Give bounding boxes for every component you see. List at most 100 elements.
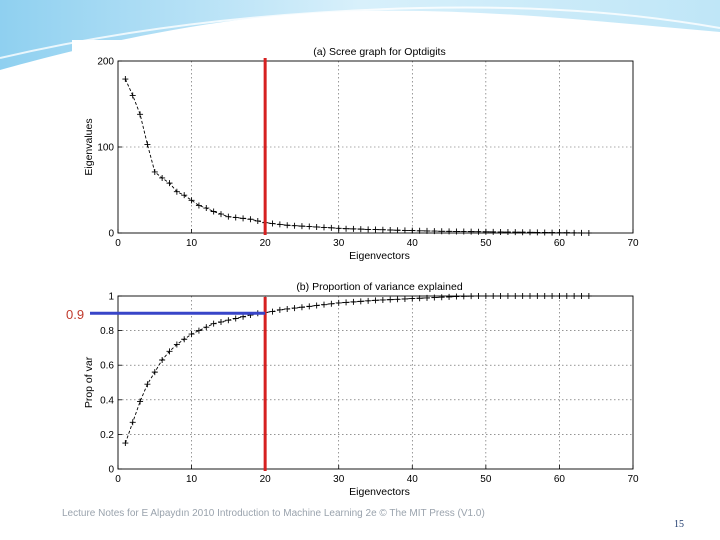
data-point [122,440,129,447]
data-point [446,293,453,300]
y-axis-label: Prop of var [83,356,95,408]
data-point [210,208,217,215]
data-point [129,419,136,426]
data-point [166,180,173,187]
data-point [328,300,335,307]
data-point [497,228,504,235]
footer-credit: Lecture Notes for E Alpaydın 2010 Introd… [62,508,485,519]
data-point [438,294,445,301]
data-point [137,398,144,405]
data-point [556,293,563,299]
data-point [173,188,180,195]
data-point [159,174,166,181]
data-point [468,228,475,235]
data-point [409,227,416,234]
data-point [401,295,408,302]
data-point [556,229,563,236]
x-tick-label: 30 [333,238,345,249]
data-point [166,348,173,355]
data-point [365,297,372,304]
data-point [571,229,578,236]
data-point [468,293,475,300]
data-point [218,318,224,325]
x-tick-label: 0 [115,238,121,249]
data-point [578,229,585,236]
data-point [549,293,556,299]
y-tick-label: 200 [97,57,114,68]
data-point [497,293,504,299]
data-point [240,215,247,222]
x-tick-label: 30 [333,474,345,485]
header-swoosh [0,0,720,70]
data-point [181,336,188,343]
data-point [357,298,364,305]
data-point [335,299,342,306]
chart-title: (a) Scree graph for Optdigits [313,46,445,58]
y-tick-label: 1 [108,292,114,303]
data-point [159,357,166,364]
data-point [306,223,313,230]
page-number: 15 [674,519,684,530]
data-point [306,303,313,310]
x-tick-label: 10 [186,474,198,485]
data-point [475,228,482,235]
data-point [122,76,129,83]
data-point [431,228,438,235]
data-point [195,327,202,334]
x-tick-label: 20 [260,474,272,485]
data-point [210,320,217,327]
data-point [321,301,327,308]
x-axis-label: Eigenvectors [349,250,410,262]
data-point [512,293,519,299]
data-point [313,223,320,230]
data-point [512,229,519,236]
data-point [563,229,570,236]
data-point [173,341,180,348]
data-point [578,293,585,299]
series-line [124,295,589,444]
data-point [365,226,372,233]
data-point [203,205,210,212]
data-point [350,298,357,305]
data-point [232,214,239,221]
data-point [247,216,254,223]
data-point [387,226,394,233]
data-point [298,304,305,311]
data-point [144,381,151,388]
data-point [460,228,467,235]
data-point [313,302,320,309]
data-point [343,225,350,232]
data-point [372,297,379,304]
chart-title: (b) Proportion of variance explained [296,281,463,293]
data-point [151,168,158,175]
data-point [298,223,305,230]
data-point [431,294,438,301]
threshold-label: 0.9 [66,307,85,322]
data-point [335,225,342,232]
data-point [188,197,195,204]
data-point [181,192,188,199]
data-point [321,224,327,231]
data-point [504,293,511,299]
y-tick-label: 100 [97,143,114,154]
y-tick-label: 0.6 [100,361,114,372]
data-point [328,224,335,231]
data-point [276,221,283,228]
y-tick-label: 0.2 [100,430,114,441]
y-tick-label: 0.4 [100,395,114,406]
data-point [343,299,350,306]
data-point [137,111,144,118]
data-point [527,293,533,299]
data-point [151,369,158,376]
data-point [409,295,416,302]
data-point [225,317,232,324]
data-point [571,293,578,299]
data-point [416,227,423,234]
data-point [438,228,445,235]
data-point [218,211,224,218]
data-point [379,226,386,233]
data-point [424,227,430,234]
data-point [350,225,357,232]
